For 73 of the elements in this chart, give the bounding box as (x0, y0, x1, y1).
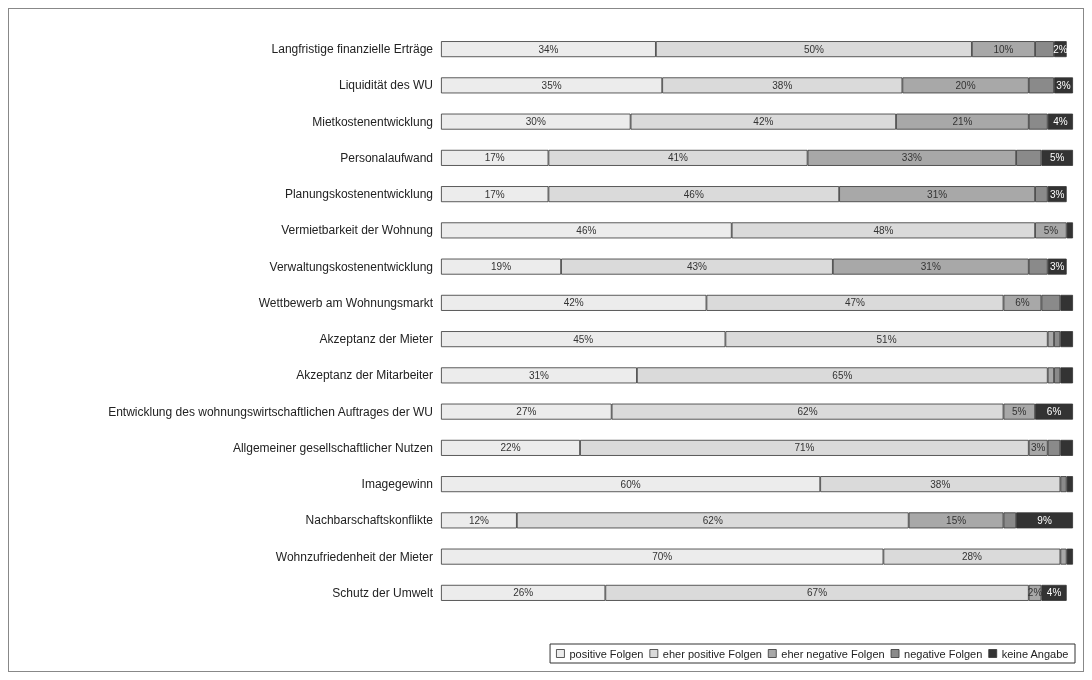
data-label: 19% (491, 261, 512, 273)
data-label: 9% (1037, 514, 1052, 526)
data-label: 42% (753, 116, 774, 128)
data-label: 27% (516, 406, 537, 418)
data-label: 15% (946, 514, 967, 526)
data-label: 48% (873, 224, 894, 236)
data-label: 5% (1043, 224, 1059, 236)
y-tick-label: Wohnzufriedenheit der Mieter (275, 549, 433, 564)
data-label: 50% (803, 43, 824, 55)
y-tick-label: Imagegewinn (361, 477, 433, 492)
data-label: 5% (1049, 152, 1065, 164)
data-label: 5% (1012, 406, 1027, 418)
y-tick-label: Wettbewerb am Wohnungsmarkt (258, 295, 434, 310)
data-label: 2% (1053, 43, 1068, 55)
data-label: 38% (772, 79, 793, 91)
legend-label: keine Angabe (1001, 647, 1069, 660)
data-label: 12% (468, 514, 490, 526)
legend-label: positive Folgen (569, 647, 644, 660)
data-label: 71% (794, 442, 815, 454)
data-label: 4% (1046, 587, 1062, 599)
data-label: 17% (484, 188, 505, 200)
legend-label: eher negative Folgen (781, 647, 885, 660)
data-label: 20% (955, 79, 976, 91)
data-label: 6% (1015, 297, 1030, 309)
data-label: 10% (993, 43, 1014, 55)
data-label: 46% (576, 224, 597, 236)
y-tick-label: Vermietbarkeit der Wohnung (281, 223, 433, 238)
data-label: 34% (538, 43, 559, 55)
data-label: 51% (876, 333, 897, 345)
data-label: 33% (901, 152, 922, 164)
data-label: 17% (484, 152, 505, 164)
y-tick-label: Allgemeiner gesellschaftlicher Nutzen (232, 440, 433, 455)
data-label: 3% (1049, 188, 1065, 200)
data-label: 3% (1056, 79, 1071, 91)
data-label: 6% (1046, 406, 1062, 418)
y-tick-label: Akzeptanz der Mitarbeiter (296, 368, 433, 383)
data-label: 4% (1053, 116, 1068, 128)
data-label: 45% (573, 333, 594, 345)
data-label: 46% (683, 188, 704, 200)
data-label: 38% (930, 478, 951, 490)
data-label: 31% (528, 369, 550, 381)
data-label: 31% (927, 188, 948, 200)
data-label: 41% (667, 152, 689, 164)
y-tick-label: Akzeptanz der Mieter (319, 332, 433, 347)
data-label: 35% (541, 79, 562, 91)
data-label: 70% (652, 551, 673, 563)
data-label: 42% (563, 297, 584, 309)
data-label: 28% (961, 551, 982, 563)
y-tick-label: Verwaltungskostenentwicklung (269, 259, 433, 274)
y-tick-label: Entwicklung des wohnungswirtschaftlichen Auftrages der WU (108, 404, 433, 419)
data-label: 21% (952, 116, 973, 128)
y-tick-label: Nachbarschaftskonflikte (305, 513, 434, 528)
data-label: 31% (920, 261, 941, 273)
y-tick-label: Liquidität des WU (338, 78, 433, 93)
y-tick-label: Personalaufwand (340, 150, 433, 165)
y-tick-label: Langfristige finanzielle Erträge (271, 42, 434, 57)
y-tick-label: Schutz der Umwelt (332, 585, 434, 600)
data-label: 62% (797, 406, 818, 418)
data-label: 3% (1049, 261, 1065, 273)
data-label: 65% (832, 369, 853, 381)
data-label: 26% (513, 587, 534, 599)
data-label: 43% (686, 261, 708, 273)
data-label: 62% (702, 514, 723, 526)
data-label: 47% (844, 297, 866, 309)
legend-label: eher positive Folgen (662, 647, 762, 660)
legend-label: negative Folgen (904, 647, 983, 660)
data-label: 60% (620, 478, 641, 490)
data-label: 22% (500, 442, 521, 454)
data-label: 67% (807, 587, 828, 599)
data-label: 30% (525, 116, 546, 128)
y-tick-label: Mietkostenentwicklung (312, 114, 433, 129)
data-label: 3% (1031, 442, 1046, 454)
y-tick-label: Planungskostenentwicklung (284, 187, 433, 202)
